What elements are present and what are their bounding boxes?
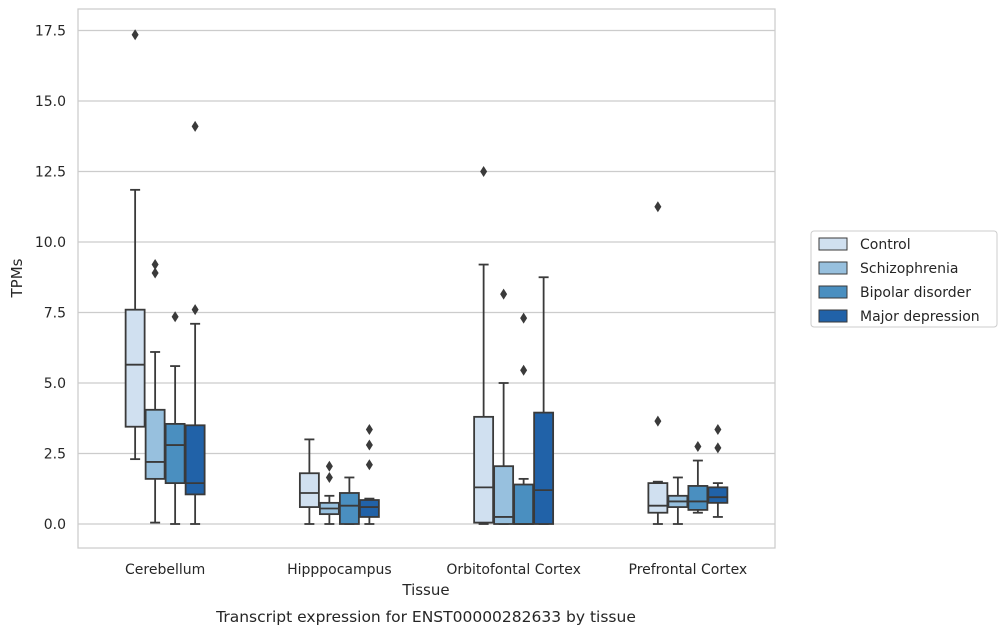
box-iqr	[647, 482, 669, 514]
outlier-point	[654, 201, 662, 213]
box-plot-element	[338, 476, 360, 525]
legend-swatch	[818, 309, 848, 323]
outlier-point	[500, 288, 508, 300]
box-plot-element	[164, 311, 186, 525]
legend-swatch	[818, 237, 848, 251]
box-plot-element	[707, 424, 729, 518]
outlier-point	[151, 259, 159, 271]
box-plot-element	[493, 288, 515, 525]
y-tick-label: 5.0	[44, 376, 66, 392]
legend-item: Major depression	[818, 309, 980, 325]
box-iqr	[298, 472, 320, 508]
plot-area-frame	[77, 8, 776, 549]
boxes	[124, 29, 729, 525]
legend-item: Control	[818, 237, 911, 253]
x-axis-label: Tissue	[401, 581, 449, 599]
box-plot-element	[144, 259, 166, 524]
legend-label: Bipolar disorder	[860, 285, 971, 301]
box-iqr	[184, 424, 206, 496]
box-iqr	[358, 499, 380, 518]
outlier-point	[520, 364, 528, 376]
outlier-point	[365, 439, 373, 451]
legend-label: Control	[860, 237, 911, 253]
outlier-point	[480, 166, 488, 177]
legend-frame	[810, 230, 998, 328]
box-iqr	[533, 411, 555, 525]
y-tick-label: 12.5	[35, 165, 66, 181]
box-iqr	[473, 415, 495, 524]
box-plot-element	[318, 460, 340, 525]
x-tick-label: Hipppocampus	[287, 562, 392, 578]
outlier-point	[714, 442, 722, 454]
legend-item: Schizophrenia	[818, 261, 958, 277]
x-tick-label: Prefrontal Cortex	[629, 562, 748, 578]
box-plot-element	[298, 438, 320, 525]
legend-label: Major depression	[860, 309, 980, 325]
x-tick-label: Orbitofontal Cortex	[446, 562, 581, 578]
y-axis-ticks: 0.0 2.5 5.0 7.5 10.0 12.5 15.0 17.5	[35, 24, 66, 534]
x-tick-label: Cerebellum	[125, 562, 205, 578]
y-tick-label: 15.0	[35, 94, 66, 110]
y-tick-label: 2.5	[44, 447, 66, 463]
legend-item: Bipolar disorder	[818, 285, 971, 301]
legend-label: Schizophrenia	[860, 261, 958, 277]
outlier-point	[365, 424, 373, 436]
box-plot-element	[513, 312, 535, 525]
outlier-point	[131, 29, 139, 41]
outlier-point	[325, 471, 333, 483]
outlier-point	[191, 304, 199, 316]
box-iqr	[144, 408, 166, 480]
y-axis-label: TPMs	[8, 258, 26, 298]
box-plot-element	[647, 201, 669, 525]
outlier-point	[520, 312, 528, 324]
outlier-point	[191, 120, 199, 132]
box-plot-element	[358, 424, 380, 525]
box-iqr	[124, 308, 146, 428]
box-iqr	[493, 465, 515, 525]
outlier-point	[694, 440, 702, 452]
y-tick-label: 0.0	[44, 517, 66, 533]
outlier-point	[365, 459, 373, 471]
box-iqr	[164, 422, 186, 485]
box-plot-element	[473, 166, 495, 525]
box-iqr	[338, 492, 360, 525]
box-iqr	[513, 483, 535, 525]
box-plot-element	[687, 440, 709, 514]
y-tick-label: 7.5	[44, 306, 66, 322]
x-axis-ticks: Cerebellum Hipppocampus Orbitofontal Corte…	[125, 562, 747, 578]
outlier-point	[151, 267, 159, 279]
y-tick-label: 17.5	[35, 24, 66, 40]
legend-swatch	[818, 261, 848, 275]
outlier-point	[714, 424, 722, 436]
box-plot-element	[124, 29, 146, 461]
box-plot-element	[533, 276, 555, 525]
outlier-point	[171, 311, 179, 323]
box-plot-element	[184, 120, 206, 525]
outlier-point	[325, 460, 333, 472]
box-iqr	[687, 485, 709, 511]
box-plot-element	[667, 476, 689, 525]
outlier-point	[654, 415, 662, 427]
chart-caption: Transcript expression for ENST0000028263…	[215, 608, 636, 626]
legend: Control Schizophrenia Bipolar disorder Majo…	[810, 230, 998, 328]
box-iqr	[707, 486, 729, 504]
y-tick-label: 10.0	[35, 235, 66, 251]
legend-swatch	[818, 285, 848, 299]
